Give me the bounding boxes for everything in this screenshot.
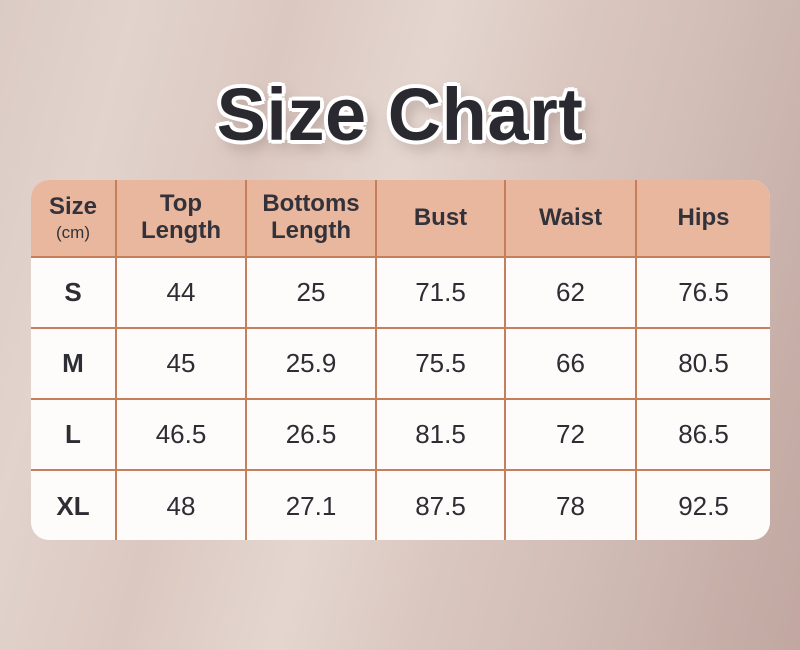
size-table: Size (cm) Top Length Bottoms Length Bust…	[31, 180, 770, 540]
cell-waist: 62	[504, 256, 637, 329]
cell-size: L	[31, 398, 117, 471]
page-title: Size Chart	[216, 73, 584, 156]
table-row-xl: XL 48 27.1 87.5 78 92.5	[31, 469, 770, 540]
table-row-m: M 45 25.9 75.5 66 80.5	[31, 327, 770, 400]
cell-top-length: 45	[115, 327, 247, 400]
cell-waist: 66	[504, 327, 637, 400]
cell-bust: 87.5	[375, 469, 506, 540]
column-header-size-label: Size	[48, 193, 98, 221]
cell-size: M	[31, 327, 117, 400]
column-header-size-unit: (cm)	[56, 222, 90, 242]
column-header-size: Size (cm)	[31, 180, 117, 258]
cell-bust: 75.5	[375, 327, 506, 400]
column-header-bottoms-length: Bottoms Length	[245, 180, 377, 258]
cell-bottoms-length: 25.9	[245, 327, 377, 400]
cell-waist: 78	[504, 469, 637, 540]
cell-waist: 72	[504, 398, 637, 471]
column-header-hips: Hips	[635, 180, 770, 258]
cell-top-length: 48	[115, 469, 247, 540]
cell-bust: 71.5	[375, 256, 506, 329]
cell-hips: 86.5	[635, 398, 770, 471]
cell-top-length: 46.5	[115, 398, 247, 471]
size-chart-page: Size Chart Size (cm) Top Length Bottoms …	[0, 0, 800, 540]
cell-size: XL	[31, 469, 117, 540]
table-row-s: S 44 25 71.5 62 76.5	[31, 256, 770, 329]
size-chart-table: Size (cm) Top Length Bottoms Length Bust…	[31, 180, 770, 540]
cell-bottoms-length: 26.5	[245, 398, 377, 471]
header-row: Size (cm) Top Length Bottoms Length Bust…	[31, 180, 770, 258]
column-header-bust: Bust	[375, 180, 506, 258]
cell-top-length: 44	[115, 256, 247, 329]
table-row-l: L 46.5 26.5 81.5 72 86.5	[31, 398, 770, 471]
column-header-waist: Waist	[504, 180, 637, 258]
cell-bottoms-length: 27.1	[245, 469, 377, 540]
cell-hips: 80.5	[635, 327, 770, 400]
cell-hips: 92.5	[635, 469, 770, 540]
cell-size: S	[31, 256, 117, 329]
cell-hips: 76.5	[635, 256, 770, 329]
cell-bottoms-length: 25	[245, 256, 377, 329]
column-header-top-length: Top Length	[115, 180, 247, 258]
cell-bust: 81.5	[375, 398, 506, 471]
